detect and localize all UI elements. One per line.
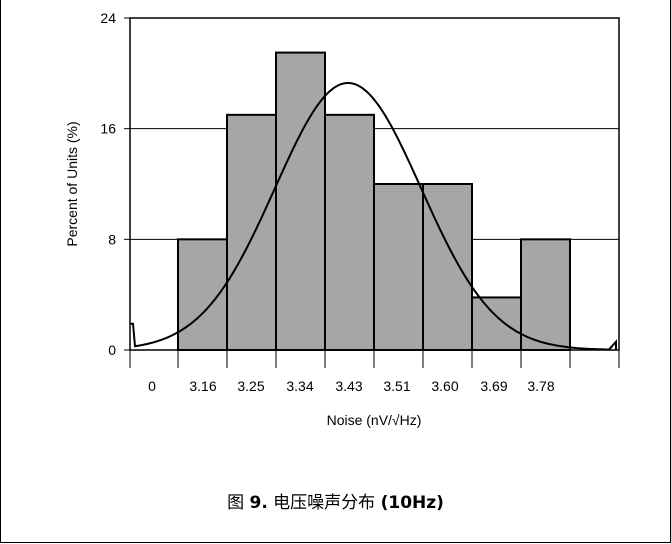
histogram-bar-3.43 bbox=[324, 113, 375, 352]
y-axis-ticks: 0 8 16 24 bbox=[100, 10, 130, 358]
histogram-chart: 0 8 16 24 0 3.16 3.25 3.34 3.43 3.51 3.60 3.69 3.78… bbox=[64, 10, 620, 428]
caption-text: 电压噪声分布 bbox=[267, 493, 381, 513]
x-tick-label-8: 3.78 bbox=[527, 378, 554, 394]
x-tick-label-5: 3.51 bbox=[383, 378, 410, 394]
y-axis-title: Percent of Units (%) bbox=[64, 121, 80, 246]
histogram-bars bbox=[177, 51, 571, 352]
caption-suffix: (10Hz) bbox=[380, 493, 444, 513]
caption-number: 9. bbox=[249, 493, 268, 513]
histogram-bar-3.34 bbox=[275, 51, 326, 351]
x-tick-label-3: 3.34 bbox=[286, 378, 313, 394]
histogram-bar-3.51 bbox=[373, 183, 424, 351]
y-tick-label-3: 24 bbox=[100, 10, 116, 26]
x-tick-label-0: 0 bbox=[148, 378, 156, 394]
figure-caption: 图 9. 电压噪声分布 (10Hz) bbox=[0, 488, 671, 513]
y-tick-label-1: 8 bbox=[108, 231, 116, 247]
histogram-bar-3.69 bbox=[471, 296, 522, 351]
y-tick-label-2: 16 bbox=[100, 121, 116, 137]
histogram-bar-3.78 bbox=[520, 238, 571, 351]
caption-prefix: 图 bbox=[227, 493, 250, 513]
x-tick-label-4: 3.43 bbox=[335, 378, 362, 394]
x-tick-label-7: 3.69 bbox=[480, 378, 507, 394]
histogram-bar-3.25 bbox=[226, 113, 277, 352]
x-tick-label-2: 3.25 bbox=[237, 378, 264, 394]
x-tick-label-1: 3.16 bbox=[189, 378, 216, 394]
histogram-bar-3.60 bbox=[422, 183, 473, 351]
x-axis-ticks: 0 3.16 3.25 3.34 3.43 3.51 3.60 3.69 3.78 bbox=[129, 350, 620, 394]
y-tick-label-0: 0 bbox=[108, 342, 116, 358]
x-axis-title: Noise (nV/√Hz) bbox=[327, 412, 422, 428]
normal-fit-curve bbox=[130, 82, 617, 351]
x-tick-label-6: 3.60 bbox=[431, 378, 458, 394]
